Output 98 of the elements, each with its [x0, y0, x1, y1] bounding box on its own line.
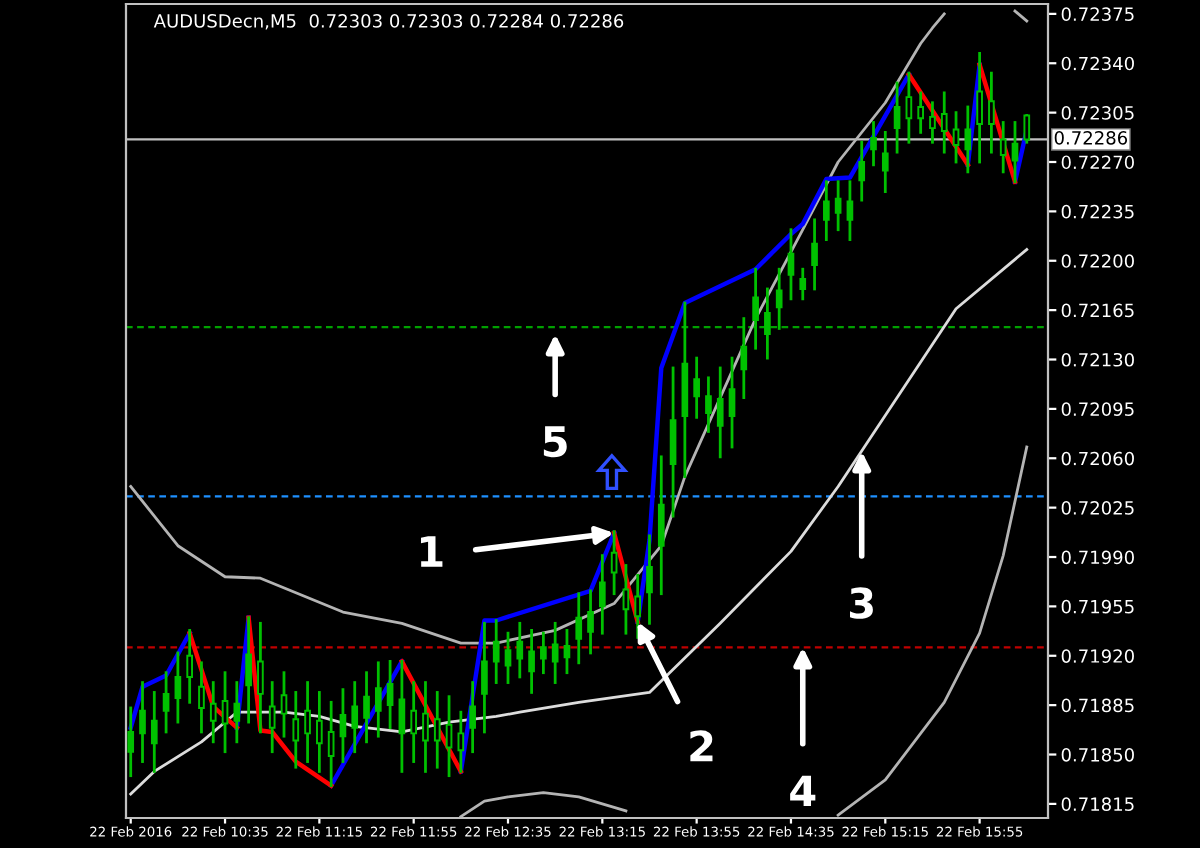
- candlestick: [292, 691, 300, 769]
- candlestick: [705, 376, 712, 433]
- candlestick: [575, 592, 583, 665]
- candlestick: [268, 681, 276, 754]
- candlestick: [127, 706, 135, 778]
- candlestick: [823, 180, 830, 241]
- candlestick: [964, 105, 972, 174]
- candlestick: [150, 691, 158, 773]
- candlestick: [339, 688, 347, 763]
- y-tick-label: 0.72095: [1061, 402, 1134, 416]
- candlestick: [846, 180, 854, 241]
- candlestick: [775, 267, 783, 330]
- candlestick: [657, 455, 665, 596]
- y-tick-label: 0.72305: [1061, 106, 1134, 120]
- y-tick-label: 0.71990: [1061, 550, 1134, 565]
- candlestick: [563, 628, 571, 675]
- candlestick: [528, 628, 535, 694]
- candlestick: [1023, 114, 1031, 144]
- candlestick: [504, 631, 512, 684]
- candlestick: [858, 140, 866, 202]
- y-tick-label: 0.72165: [1061, 303, 1134, 318]
- candlestick: [976, 51, 983, 164]
- candlestick: [327, 700, 335, 787]
- candlestick: [174, 651, 182, 724]
- candlestick: [799, 267, 807, 301]
- annotation: 3: [850, 587, 873, 619]
- candlestick: [988, 71, 995, 154]
- candlestick: [186, 628, 193, 704]
- candlestick: [374, 661, 382, 738]
- candlestick: [669, 366, 677, 518]
- candlestick: [316, 691, 323, 773]
- annotation: 4: [790, 775, 816, 807]
- y-tick-label: 0.71850: [1061, 747, 1134, 762]
- chart-title: AUDUSDecn,M5 0.72303 0.72303 0.72284 0.72286: [153, 14, 624, 30]
- candlestick: [811, 218, 818, 291]
- candlestick: [716, 366, 724, 459]
- candlestick: [280, 671, 288, 738]
- candlestick: [540, 631, 547, 675]
- candlestick: [752, 267, 759, 350]
- candlestick: [587, 589, 594, 655]
- candlestick: [386, 660, 394, 730]
- candlestick: [139, 681, 146, 763]
- y-tick-label: 0.72200: [1061, 254, 1134, 268]
- candlestick: [410, 681, 418, 763]
- y-tick-label: 0.72130: [1061, 352, 1134, 367]
- candlestick: [162, 671, 170, 734]
- candlestick: [917, 91, 924, 134]
- candlestick: [1011, 121, 1019, 184]
- y-tick-label: 0.71815: [1061, 797, 1134, 812]
- candlestick: [221, 671, 229, 754]
- y-tick-label: 0.72270: [1061, 155, 1134, 170]
- annotation: 2: [690, 730, 713, 762]
- candlestick: [693, 356, 700, 419]
- candlestick: [469, 681, 476, 754]
- candlestick: [764, 287, 771, 360]
- annotation: 5: [543, 426, 567, 458]
- candlestick: [445, 695, 453, 778]
- y-tick-label: 0.71885: [1061, 698, 1134, 713]
- candlestick: [433, 691, 441, 769]
- candlestick: [610, 530, 618, 596]
- candlestick: [304, 681, 311, 763]
- candlestick: [787, 228, 795, 301]
- candlestick: [728, 356, 736, 449]
- y-tick-label: 0.72025: [1061, 501, 1134, 515]
- y-tick-label: 0.72340: [1061, 56, 1134, 71]
- candlestick: [940, 91, 948, 154]
- y-tick-label: 0.72060: [1061, 451, 1134, 466]
- candlestick: [198, 661, 205, 734]
- y-tick-label: 0.71955: [1061, 599, 1134, 614]
- y-tick-label: 0.72235: [1061, 204, 1134, 219]
- candlestick: [740, 317, 748, 399]
- candlestick: [622, 564, 630, 635]
- candlestick: [905, 71, 913, 144]
- annotation: 1: [420, 536, 443, 567]
- candlestick: [881, 130, 889, 194]
- candlestick: [634, 573, 642, 639]
- candlestick: [929, 101, 936, 144]
- candlestick: [245, 616, 252, 724]
- candlestick: [893, 81, 901, 154]
- candlestick: [870, 121, 877, 167]
- candlestick: [952, 111, 960, 164]
- ref-line-label: 0.72286: [1054, 131, 1128, 145]
- candlestick: [999, 121, 1007, 174]
- candlestick: [516, 621, 524, 679]
- candlestick: [233, 681, 241, 744]
- candlestick: [363, 671, 370, 744]
- candlestick: [457, 710, 465, 773]
- candlestick: [492, 619, 500, 684]
- y-tick-label: 0.72375: [1061, 7, 1134, 21]
- candlestick: [834, 180, 842, 232]
- candlestick: [351, 681, 359, 754]
- candlestick: [257, 621, 264, 734]
- candlestick: [646, 534, 653, 625]
- candlestick: [422, 681, 429, 773]
- candlestick: [209, 681, 217, 744]
- candlestick: [599, 554, 606, 635]
- candlestick: [481, 621, 488, 734]
- y-tick-label: 0.71920: [1061, 649, 1134, 663]
